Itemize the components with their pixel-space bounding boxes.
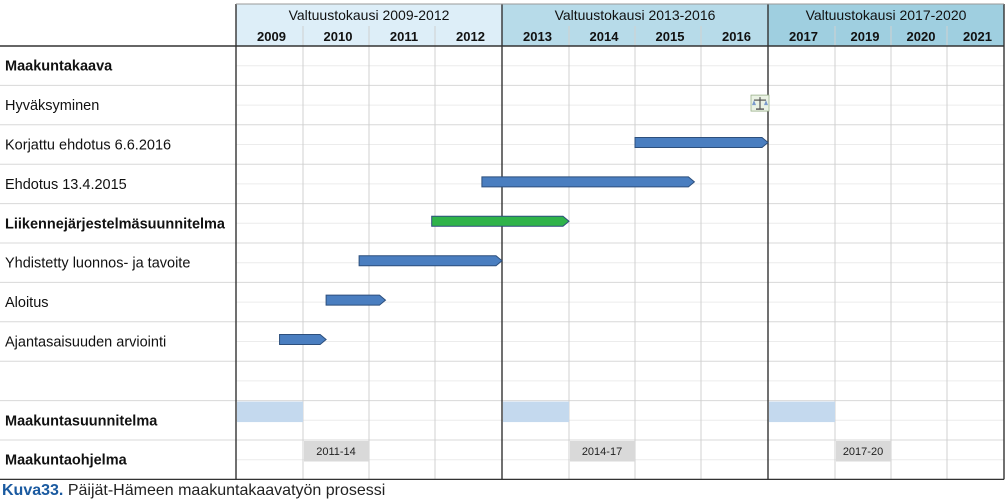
period-label: Valtuustokausi 2009-2012	[289, 7, 450, 23]
year-tick-label: 2016	[722, 29, 751, 44]
row-label: Hyväksyminen	[5, 98, 99, 114]
row-label: Aloitus	[5, 295, 49, 311]
period-cell	[769, 401, 835, 423]
row-label: Korjattu ehdotus 6.6.2016	[5, 138, 171, 154]
row-label: Maakuntasuunnitelma	[5, 413, 158, 429]
year-tick-label: 2012	[456, 29, 485, 44]
year-tick-label: 2014	[590, 29, 620, 44]
year-tick-label: 2010	[324, 29, 353, 44]
year-tick-label: 2017	[789, 29, 818, 44]
figure-caption: Kuva33. Päijät-Hämeen maakuntakaavatyön …	[2, 482, 385, 500]
gantt-bar	[325, 294, 387, 306]
year-tick-label: 2011	[390, 29, 418, 44]
period-cell	[304, 441, 369, 462]
year-tick-label: 2019	[851, 29, 880, 44]
period-label: Valtuustokausi 2017-2020	[806, 7, 967, 23]
period-label: Valtuustokausi 2013-2016	[555, 7, 716, 23]
period-cell	[570, 441, 635, 462]
year-tick-label: 2009	[257, 29, 286, 44]
scales-icon	[750, 94, 770, 112]
caption-number: Kuva33.	[2, 482, 64, 499]
period-cell	[836, 441, 891, 462]
row-label: Ajantasaisuuden arviointi	[5, 335, 166, 351]
caption-text: Päijät-Hämeen maakuntakaavatyön prosessi	[67, 482, 386, 499]
row-label: Maakuntaohjelma	[5, 453, 128, 469]
year-tick-label: 2021	[963, 29, 992, 44]
row-label: Ehdotus 13.4.2015	[5, 177, 127, 193]
row-label: Liikennejärjestelmäsuunnitelma	[5, 216, 226, 232]
period-cell-label: 2014-17	[582, 446, 622, 458]
year-tick-label: 2015	[656, 29, 685, 44]
gantt-bar	[431, 215, 570, 227]
year-tick-label: 2020	[907, 29, 936, 44]
period-cell-label: 2011-14	[316, 446, 356, 458]
period-cell-label: 2017-20	[843, 446, 883, 458]
period-header-bg	[768, 4, 1004, 46]
gantt-bar	[358, 255, 503, 267]
row-label: Yhdistetty luonnos- ja tavoite	[5, 256, 190, 272]
year-tick-label: 2013	[523, 29, 552, 44]
period-cell	[503, 401, 569, 423]
period-cell	[237, 401, 303, 423]
row-label: Maakuntakaava	[5, 59, 113, 75]
gantt-bar	[279, 334, 327, 345]
gantt-bar	[634, 137, 769, 148]
gantt-bar	[481, 176, 696, 188]
